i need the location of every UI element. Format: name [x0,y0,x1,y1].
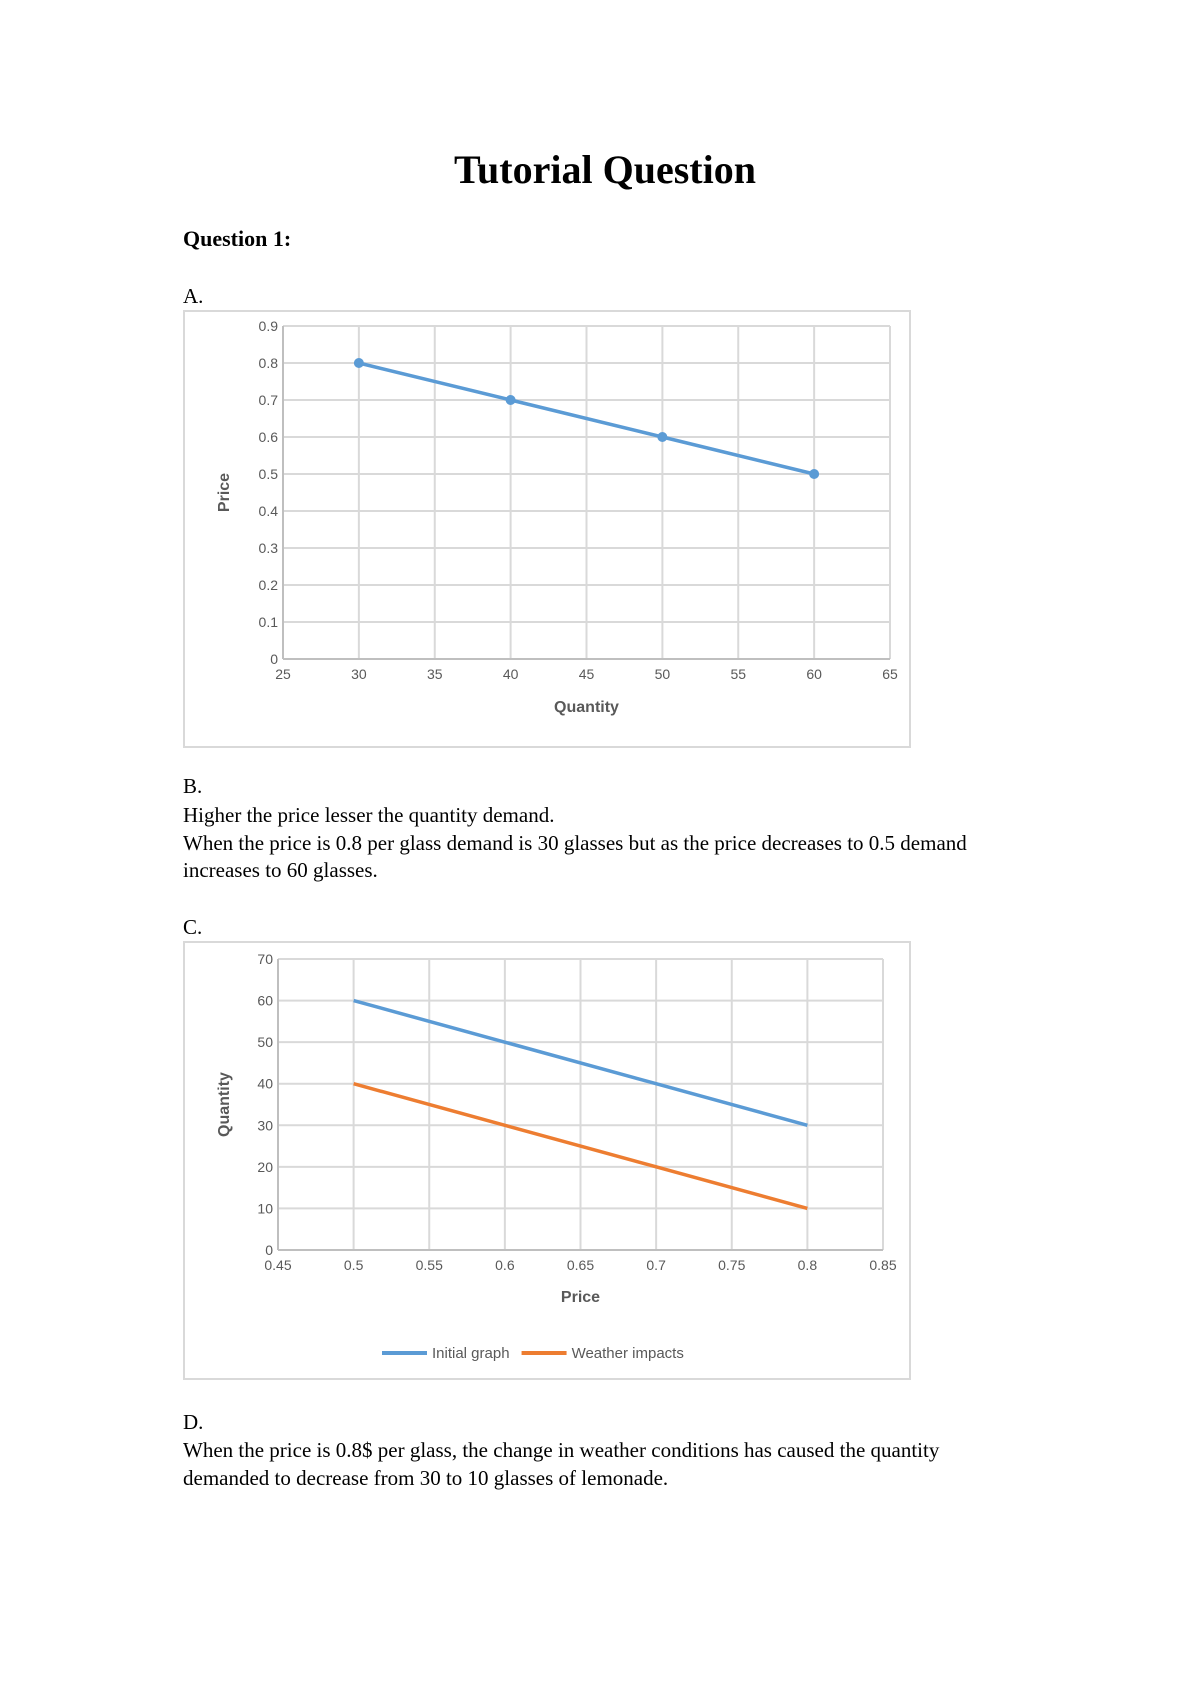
x-tick-label: 0.55 [416,1257,443,1273]
x-tick-label: 25 [275,666,291,682]
x-tick-label: 0.8 [798,1257,818,1273]
x-tick-label: 0.85 [869,1257,896,1273]
legend-label: Initial graph [432,1345,510,1362]
series-line-1 [358,361,815,476]
y-tick-label: 0.5 [259,466,279,482]
part-a-label: A. [183,284,204,308]
y-axis-label: Quantity [216,1072,233,1137]
y-tick-label: 20 [257,1159,273,1175]
x-tick-label: 0.65 [567,1257,594,1273]
y-tick-label: 10 [257,1200,273,1216]
part-b-line-2: When the price is 0.8 per glass demand i… [183,830,967,883]
x-tick-label: 60 [806,666,822,682]
data-point [353,358,364,368]
part-b-line-1: Higher the price lesser the quantity dem… [183,803,555,827]
x-tick-label: 50 [655,666,671,682]
data-point [657,432,668,442]
x-tick-label: 0.7 [646,1257,666,1273]
y-tick-label: 0 [270,651,278,667]
x-axis-label: Price [561,1289,600,1306]
series-line-1 [353,998,808,1127]
y-tick-label: 0.3 [259,540,279,556]
x-tick-label: 65 [882,666,898,682]
legend-label: Weather impacts [572,1345,684,1362]
x-tick-label: 0.6 [495,1257,515,1273]
y-tick-label: 0.9 [259,318,279,334]
data-point [809,469,820,479]
data-point [505,395,516,405]
x-tick-label: 35 [427,666,443,682]
y-tick-label: 0.7 [259,392,279,408]
y-tick-label: 60 [257,993,273,1009]
chart-a-frame [183,310,911,748]
x-tick-label: 30 [351,666,367,682]
y-tick-label: 0 [265,1242,273,1258]
y-tick-label: 40 [257,1076,273,1092]
y-tick-label: 0.6 [259,429,279,445]
y-tick-label: 50 [257,1034,273,1050]
question-heading: Question 1: [183,226,292,251]
part-d-label: D. [183,1410,204,1434]
y-tick-label: 30 [257,1117,273,1133]
y-tick-label: 0.8 [259,355,279,371]
part-d-text: When the price is 0.8$ per glass, the ch… [183,1438,940,1490]
y-tick-label: 0.4 [259,503,279,519]
y-tick-label: 0.1 [259,614,279,630]
x-tick-label: 55 [730,666,746,682]
y-tick-label: 0.2 [259,577,279,593]
x-tick-label: 45 [579,666,595,682]
y-tick-label: 70 [257,951,273,967]
x-tick-label: 0.5 [344,1257,364,1273]
series-line-2 [353,1082,808,1211]
x-tick-label: 40 [503,666,519,682]
page-title: Tutorial Question [454,147,756,192]
part-b-label: B. [183,774,203,798]
x-tick-label: 0.45 [264,1257,291,1273]
x-axis-label: Quantity [554,699,619,716]
x-tick-label: 0.75 [718,1257,745,1273]
y-axis-label: Price [216,473,233,512]
chart-c-frame [183,941,911,1380]
part-c-label: C. [183,915,203,939]
